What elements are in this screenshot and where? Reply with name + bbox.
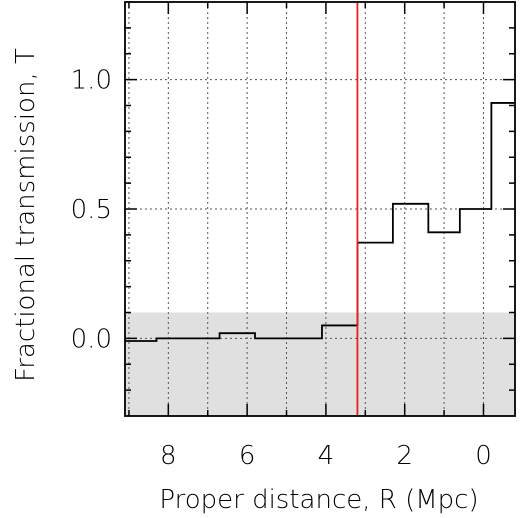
series-layer [125,102,515,342]
x-tick-label: 6 [239,441,256,471]
shaded-band [125,312,515,416]
y-tick-label: 0.5 [71,195,112,225]
y-tick-label: 1.0 [71,66,112,96]
x-tick-label: 0 [475,441,492,471]
x-tick-label: 4 [318,441,335,471]
tick-label-layer: 8 6 4 2 0 0.0 0.5 1.0 [71,66,492,471]
x-tick-label: 2 [396,441,413,471]
transmission-step-line [125,102,515,342]
shaded-band-layer [125,312,515,416]
x-axis-title: Proper distance, R (Mpc) [159,485,478,515]
grid-layer [125,2,515,416]
tick-layer [125,2,515,416]
y-tick-label: 0.0 [71,324,112,354]
x-tick-label: 8 [160,441,177,471]
y-axis-title: Fractional transmission, T [11,48,41,382]
